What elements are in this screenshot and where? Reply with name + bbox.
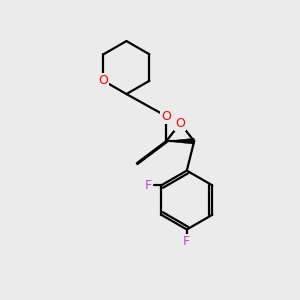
Text: F: F	[145, 179, 152, 192]
Text: O: O	[99, 74, 108, 87]
Text: F: F	[183, 236, 190, 248]
Polygon shape	[166, 138, 194, 144]
Text: O: O	[161, 110, 171, 123]
Text: O: O	[175, 117, 185, 130]
